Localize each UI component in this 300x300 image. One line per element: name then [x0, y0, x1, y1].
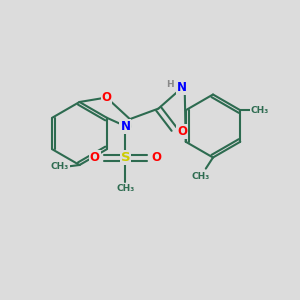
Text: H: H: [167, 80, 174, 88]
Text: O: O: [90, 151, 100, 164]
Text: O: O: [177, 125, 188, 138]
Text: CH₃: CH₃: [191, 172, 209, 181]
Text: N: N: [177, 81, 187, 94]
Text: N: N: [120, 120, 130, 133]
Text: CH₃: CH₃: [251, 106, 269, 115]
Text: O: O: [151, 151, 161, 164]
Text: CH₃: CH₃: [116, 184, 134, 193]
Text: O: O: [101, 91, 112, 104]
Text: CH₃: CH₃: [51, 162, 69, 171]
Text: S: S: [121, 151, 130, 164]
